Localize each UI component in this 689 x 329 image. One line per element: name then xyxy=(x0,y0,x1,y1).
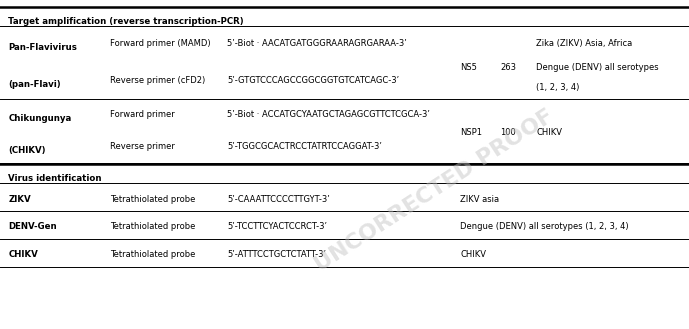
Text: ZIKV: ZIKV xyxy=(8,195,31,204)
Text: UNCORRECTED PROOF: UNCORRECTED PROOF xyxy=(311,106,557,275)
Text: 100: 100 xyxy=(500,128,516,137)
Text: Zika (ZIKV) Asia, Africa: Zika (ZIKV) Asia, Africa xyxy=(536,39,633,48)
Text: NSP1: NSP1 xyxy=(460,128,482,137)
Text: 5’-TGGCGCACTRCCTATRTCCAGGAT-3’: 5’-TGGCGCACTRCCTATRTCCAGGAT-3’ xyxy=(227,142,382,151)
Text: 5’-TCCTTCYACTCCRCT-3’: 5’-TCCTTCYACTCCRCT-3’ xyxy=(227,222,327,231)
Text: DENV-Gen: DENV-Gen xyxy=(8,222,57,231)
Text: 5’-Biot · ACCATGCYAATGCTAGAGCGTTCTCGCA-3’: 5’-Biot · ACCATGCYAATGCTAGAGCGTTCTCGCA-3… xyxy=(227,110,430,119)
Text: (pan-Flavi): (pan-Flavi) xyxy=(8,80,61,89)
Text: (CHIKV): (CHIKV) xyxy=(8,146,45,155)
Text: Chikungunya: Chikungunya xyxy=(8,114,72,123)
Text: Reverse primer: Reverse primer xyxy=(110,142,175,151)
Text: 5’-ATTTCCTGCTCTATT-3’: 5’-ATTTCCTGCTCTATT-3’ xyxy=(227,250,327,259)
Text: Virus identification: Virus identification xyxy=(8,174,102,183)
Text: Dengue (DENV) all serotypes: Dengue (DENV) all serotypes xyxy=(536,63,659,72)
Text: Tetrathiolated probe: Tetrathiolated probe xyxy=(110,250,196,259)
Text: CHIKV: CHIKV xyxy=(8,250,38,259)
Text: 5’-CAAATTCCCCTTGYT-3’: 5’-CAAATTCCCCTTGYT-3’ xyxy=(227,195,330,204)
Text: NS5: NS5 xyxy=(460,63,477,71)
Text: CHIKV: CHIKV xyxy=(536,128,562,137)
Text: (1, 2, 3, 4): (1, 2, 3, 4) xyxy=(536,83,579,92)
Text: Dengue (DENV) all serotypes (1, 2, 3, 4): Dengue (DENV) all serotypes (1, 2, 3, 4) xyxy=(460,222,629,231)
Text: Reverse primer (cFD2): Reverse primer (cFD2) xyxy=(110,76,205,85)
Text: Forward primer: Forward primer xyxy=(110,110,175,119)
Text: CHIKV: CHIKV xyxy=(460,250,486,259)
Text: 5’-Biot · AACATGATGGGRAARAGRGARAA-3’: 5’-Biot · AACATGATGGGRAARAGRGARAA-3’ xyxy=(227,39,407,48)
Text: 5’-GTGTCCCAGCCGGCGGTGTCATCAGC-3’: 5’-GTGTCCCAGCCGGCGGTGTCATCAGC-3’ xyxy=(227,76,400,85)
Text: ZIKV asia: ZIKV asia xyxy=(460,195,500,204)
Text: Tetrathiolated probe: Tetrathiolated probe xyxy=(110,222,196,231)
Text: Target amplification (reverse transcription-PCR): Target amplification (reverse transcript… xyxy=(8,17,244,26)
Text: Forward primer (MAMD): Forward primer (MAMD) xyxy=(110,39,211,48)
Text: 263: 263 xyxy=(500,63,516,71)
Text: Pan-Flavivirus: Pan-Flavivirus xyxy=(8,43,77,52)
Text: Tetrathiolated probe: Tetrathiolated probe xyxy=(110,195,196,204)
